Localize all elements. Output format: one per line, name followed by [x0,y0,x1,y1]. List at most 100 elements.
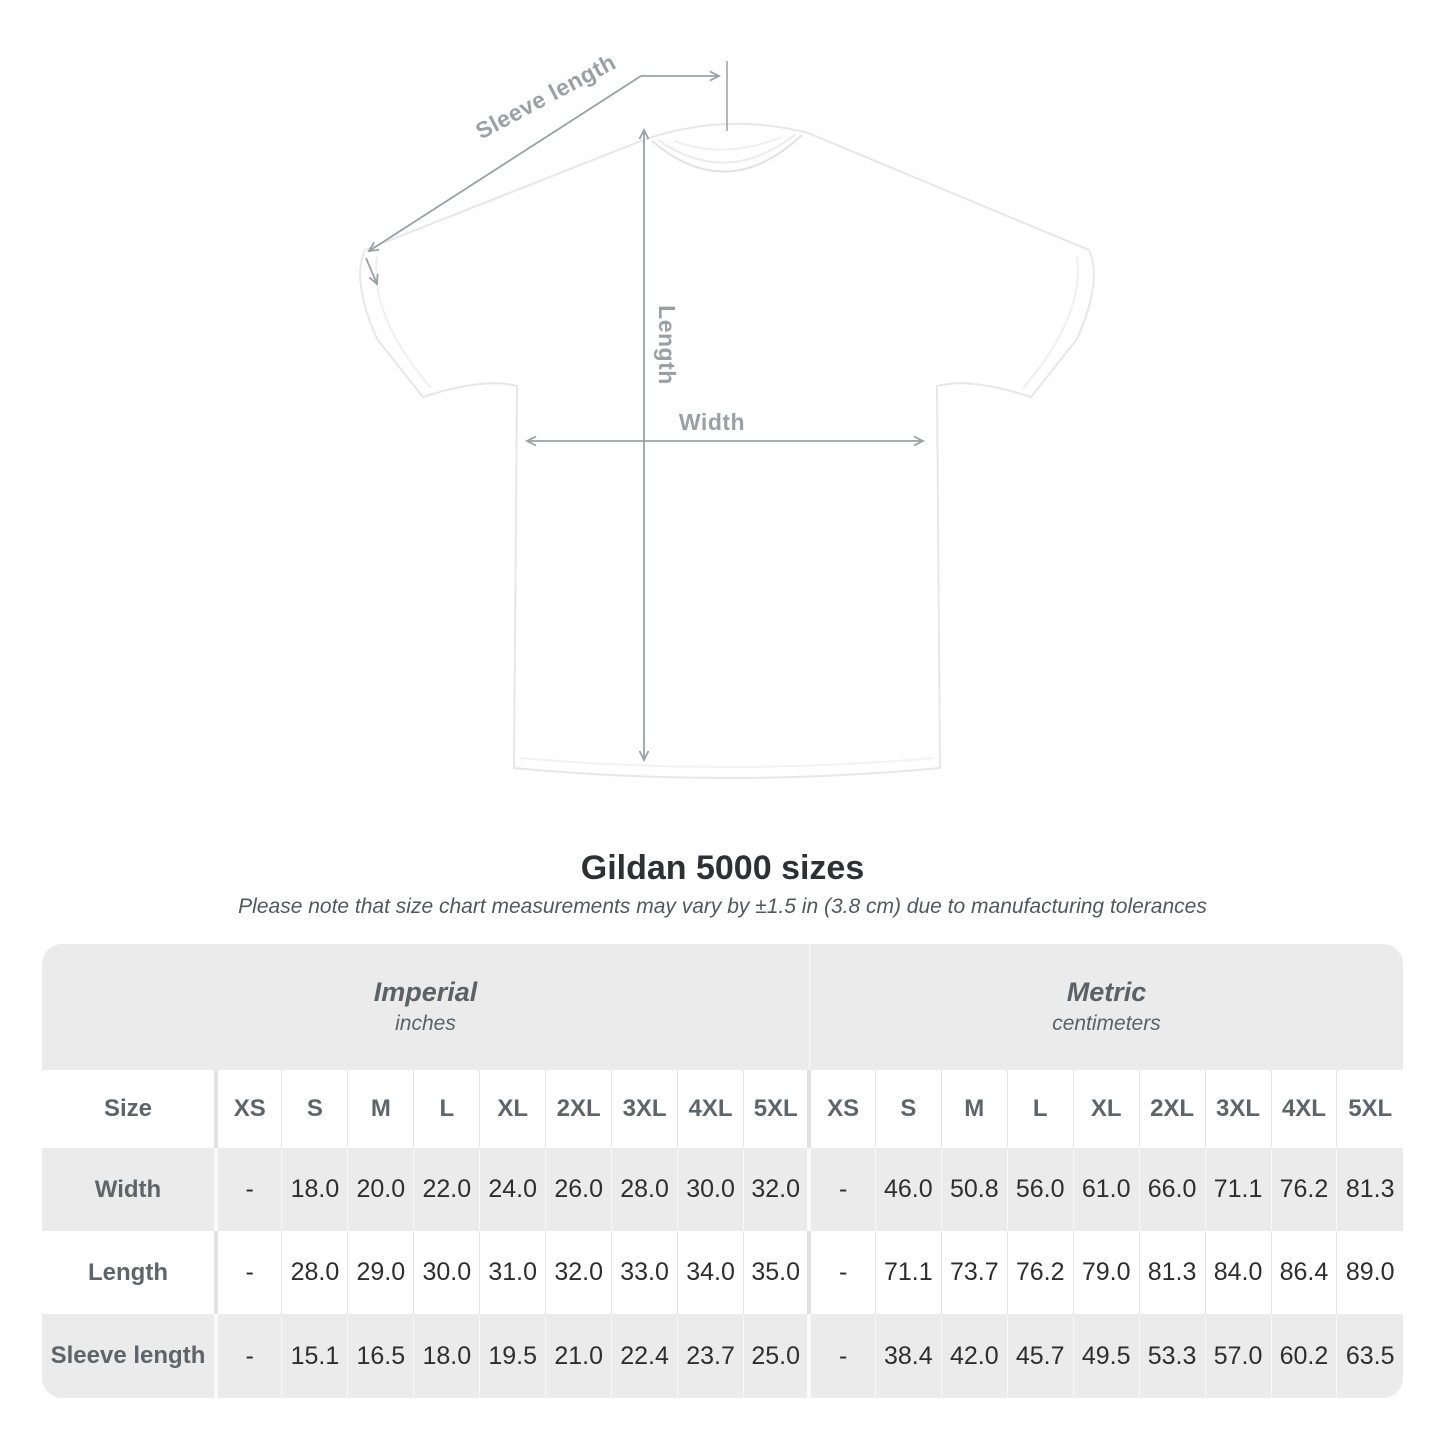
tolerance-note: Please note that size chart measurements… [238,895,1207,918]
value-cell: 32.0 [545,1231,612,1314]
value-cell: - [214,1314,282,1398]
size-header: 2XL [1138,1070,1206,1148]
collar-neck-hole [651,134,803,173]
value-cell: 33.0 [611,1231,678,1314]
bottom-hem-stitch [519,757,935,768]
value-cell: 57.0 [1204,1314,1271,1398]
value-cell: 30.0 [677,1148,744,1231]
size-header: XS [214,1070,282,1148]
value-cell: 31.0 [479,1231,546,1314]
value-cell: 84.0 [1204,1231,1271,1314]
value-cell: 19.5 [479,1314,546,1398]
size-header: 3XL [1204,1070,1271,1148]
value-cell: - [214,1231,282,1314]
size-header: 5XL [743,1070,810,1148]
value-cell: 18.0 [413,1314,480,1398]
value-cell: 73.7 [940,1231,1008,1314]
value-cell: 60.2 [1270,1314,1337,1398]
value-cell: 76.2 [1006,1231,1074,1314]
value-cell: 20.0 [347,1148,414,1231]
value-cell: 46.0 [874,1148,942,1231]
value-cell: 21.0 [545,1314,612,1398]
value-cell: 81.3 [1138,1231,1206,1314]
value-cell: - [807,1314,876,1398]
sleeve-length-row: Sleeve length - 15.1 16.5 18.0 19.5 21.0… [42,1314,1403,1398]
value-cell: 56.0 [1006,1148,1074,1231]
value-cell: 49.5 [1072,1314,1140,1398]
size-header: 4XL [677,1070,744,1148]
value-cell: - [807,1231,876,1314]
value-cell: 89.0 [1336,1231,1403,1314]
tshirt-graphic [359,122,1095,779]
value-cell: 28.0 [611,1148,678,1231]
size-column-header: Size [42,1070,216,1148]
size-header: XS [807,1070,876,1148]
value-cell: 71.1 [1204,1148,1271,1231]
row-label: Length [42,1231,216,1314]
value-cell: 35.0 [743,1231,810,1314]
value-cell: 25.0 [743,1314,810,1398]
size-header: 4XL [1270,1070,1337,1148]
length-row: Length - 28.0 29.0 30.0 31.0 32.0 33.0 3… [42,1231,1403,1314]
width-row: Width - 18.0 20.0 22.0 24.0 26.0 28.0 30… [42,1148,1403,1231]
sleeve-length-diagonal-arrow [367,75,642,253]
size-header: M [940,1070,1008,1148]
row-label: Sleeve length [42,1314,216,1398]
size-header: 3XL [611,1070,678,1148]
value-cell: 24.0 [479,1148,546,1231]
value-cell: 71.1 [874,1231,942,1314]
value-cell: 22.0 [413,1148,480,1231]
value-cell: 81.3 [1336,1148,1403,1231]
left-sleeve-hem-stitch [375,255,432,389]
size-header: S [281,1070,348,1148]
sleeve-length-label: Sleeve length [471,49,620,145]
collar-back-edge [673,136,782,151]
value-cell: 34.0 [677,1231,744,1314]
value-cell: 38.4 [874,1314,942,1398]
value-cell: 30.0 [413,1231,480,1314]
value-cell: 42.0 [940,1314,1008,1398]
value-cell: 15.1 [281,1314,348,1398]
value-cell: 79.0 [1072,1231,1140,1314]
size-header-row: Size XS S M L XL 2XL 3XL 4XL 5XL XS S M … [42,1070,1403,1148]
value-cell: 28.0 [281,1231,348,1314]
value-cell: 66.0 [1138,1148,1206,1231]
sleeve-length-dimension [365,61,728,286]
row-label: Width [42,1148,216,1231]
value-cell: 86.4 [1270,1231,1337,1314]
value-cell: 16.5 [347,1314,414,1398]
value-cell: 45.7 [1006,1314,1074,1398]
value-cell: 23.7 [677,1314,744,1398]
size-header: L [413,1070,480,1148]
size-header: S [874,1070,942,1148]
sleeve-length-corner-tick-arrow [365,257,379,286]
right-sleeve-hem-stitch [1022,255,1079,389]
size-header: L [1006,1070,1074,1148]
value-cell: 32.0 [743,1148,810,1231]
value-cell: 22.4 [611,1314,678,1398]
value-cell: - [807,1148,876,1231]
value-cell: 18.0 [281,1148,348,1231]
tshirt-measurement-diagram: Sleeve length Length Width [359,49,1095,779]
metric-unit-label: centimeters [1052,1012,1161,1036]
value-cell: 76.2 [1270,1148,1337,1231]
value-cell: 53.3 [1138,1314,1206,1398]
page-title: Gildan 5000 sizes [580,849,865,887]
metric-label: Metric [1066,977,1147,1008]
value-cell: 26.0 [545,1148,612,1231]
size-header: XL [1072,1070,1140,1148]
size-header: XL [479,1070,546,1148]
value-cell: 29.0 [347,1231,414,1314]
value-cell: 50.8 [940,1148,1008,1231]
value-cell: 61.0 [1072,1148,1140,1231]
size-table-container: Imperial inches Metric centimeters Size … [42,944,1403,1398]
size-header: M [347,1070,414,1148]
collar-band-inner-edge [657,133,797,164]
size-table: Imperial inches Metric centimeters Size … [42,944,1403,1398]
width-label: Width [679,409,745,435]
value-cell: - [214,1148,282,1231]
imperial-band: Imperial inches [42,944,810,1070]
metric-band: Metric centimeters [808,944,1403,1070]
imperial-label: Imperial [373,977,478,1008]
